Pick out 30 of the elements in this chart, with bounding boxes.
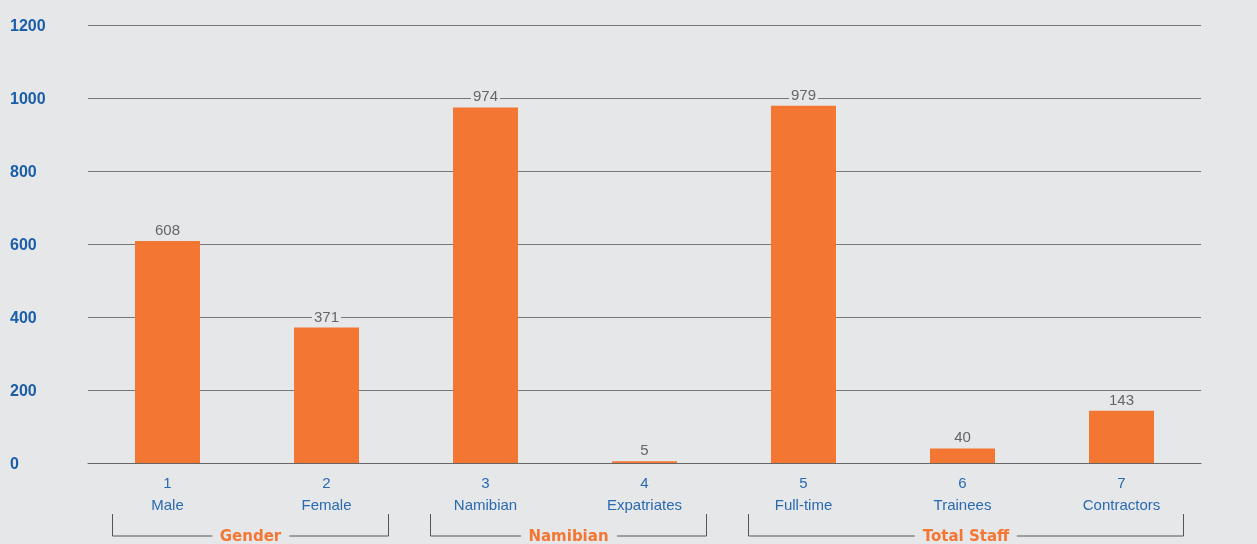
text: Gender bbox=[211, 527, 290, 544]
y-tick-label: 1200 bbox=[10, 16, 46, 34]
x-tick-label: 3 Namibian bbox=[453, 473, 518, 513]
x-tick-label: 1 Male bbox=[151, 473, 184, 513]
y-tick-label: 800 bbox=[10, 162, 37, 180]
bar bbox=[294, 327, 359, 463]
data-label: 371 bbox=[313, 307, 340, 325]
data-label: 974 bbox=[472, 87, 499, 105]
bar bbox=[930, 448, 995, 463]
bar bbox=[453, 107, 518, 463]
x-tick-label: 2 Female bbox=[301, 473, 352, 513]
x-tick-label: 5 Full-time bbox=[774, 473, 833, 513]
data-label: 979 bbox=[790, 85, 817, 103]
y-tick-label: 400 bbox=[10, 308, 37, 326]
y-tick-label: 1000 bbox=[10, 89, 46, 107]
bar bbox=[135, 241, 200, 463]
y-tick-label: 600 bbox=[10, 235, 37, 253]
x-tick-label: 6 Trainees bbox=[933, 473, 992, 513]
x-tick-label: 7 Contractors bbox=[1082, 473, 1161, 513]
y-tick-label: 200 bbox=[10, 381, 37, 399]
data-label: 40 bbox=[954, 428, 971, 446]
text: Total Staff bbox=[914, 527, 1018, 544]
text: Namibian bbox=[520, 527, 617, 544]
data-label: 608 bbox=[154, 221, 181, 239]
bar bbox=[1089, 410, 1154, 463]
data-label: 5 bbox=[640, 441, 649, 459]
x-tick-label: 4 Expatriates bbox=[606, 473, 683, 513]
y-tick-label: 0 bbox=[10, 454, 19, 472]
bar bbox=[771, 105, 836, 463]
data-label: 143 bbox=[1108, 390, 1135, 408]
